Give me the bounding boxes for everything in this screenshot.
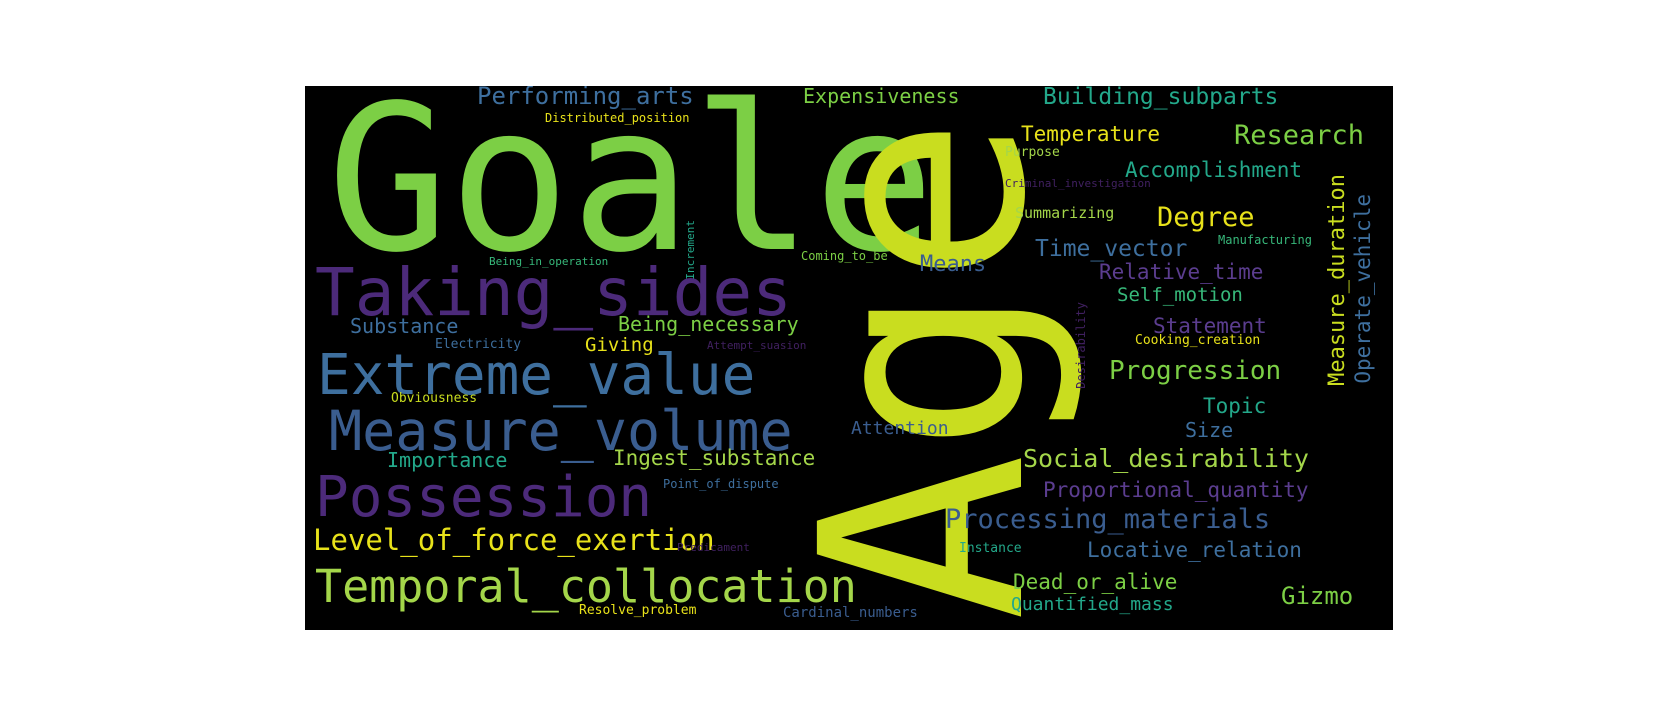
word-manufacturing: Manufacturing	[1218, 233, 1312, 247]
word-performing-arts: Performing_arts	[477, 86, 694, 110]
word-obviousness: Obviousness	[391, 391, 478, 406]
word-expensiveness: Expensiveness	[803, 86, 960, 108]
word-relative-time: Relative_time	[1099, 260, 1264, 284]
word-age: Age	[762, 116, 1088, 622]
word-degree: Degree	[1157, 202, 1255, 233]
word-social-desirability: Social_desirability	[1023, 444, 1309, 473]
word-summarizing: Summarizing	[1015, 204, 1115, 222]
word-progression: Progression	[1109, 356, 1282, 386]
word-processing-materials: Processing_materials	[945, 504, 1271, 535]
word-temperature: Temperature	[1021, 122, 1161, 146]
word-cardinal-numbers: Cardinal_numbers	[783, 605, 918, 621]
word-criminal-investigation: Criminal_investigation	[1005, 177, 1151, 190]
word-operate-vehicle: Operate_vehicle	[1351, 194, 1375, 384]
word-resolve-problem: Resolve_problem	[579, 603, 697, 618]
word-quantified-mass: Quantified_mass	[1011, 594, 1174, 615]
word-temporal-collocation: Temporal_collocation	[315, 560, 857, 613]
word-being-necessary: Being_necessary	[618, 312, 799, 336]
word-cooking-creation: Cooking_creation	[1135, 333, 1261, 348]
word-distributed-position: Distributed_position	[545, 111, 690, 125]
word-desirability: Desirability	[1074, 302, 1088, 389]
word-statement: Statement	[1153, 314, 1267, 338]
word-ingest-substance: Ingest_substance	[613, 446, 816, 470]
word-extreme-value: Extreme_value	[317, 343, 756, 408]
word-instance: Instance	[959, 541, 1022, 556]
word-giving: Giving	[585, 334, 654, 356]
word-size: Size	[1185, 418, 1234, 442]
word-purpose: Purpose	[1005, 145, 1060, 160]
word-dead-or-alive: Dead_or_alive	[1013, 570, 1178, 594]
word-attempt-suasion: Attempt_suasion	[707, 339, 807, 352]
word-increment: Increment	[684, 220, 697, 280]
word-electricity: Electricity	[435, 337, 522, 352]
word-possession: Possession	[315, 465, 653, 530]
word-research: Research	[1234, 120, 1365, 151]
word-proportional-quantity: Proportional_quantity	[1043, 478, 1309, 502]
word-attention: Attention	[851, 418, 949, 439]
word-locative-relation: Locative_relation	[1087, 538, 1302, 562]
word-importance: Importance	[387, 448, 508, 472]
word-accomplishment: Accomplishment	[1125, 158, 1303, 182]
word-level-of-force-exertion: Level_of_force_exertion	[313, 523, 715, 557]
word-building-subparts: Building_subparts	[1043, 86, 1279, 110]
word-gizmo: Gizmo	[1281, 582, 1354, 610]
word-topic: Topic	[1203, 394, 1267, 418]
word-predicament: Predicament	[677, 541, 750, 554]
word-being-in-operation: Being_in_operation	[489, 255, 609, 268]
word-measure-duration: Measure_duration	[1325, 174, 1350, 386]
word-goale: Goale	[327, 86, 936, 297]
word-time-vector: Time_vector	[1035, 236, 1188, 262]
word-taking-sides: Taking_sides	[315, 254, 792, 331]
word-coming-to-be: Coming_to_be	[801, 249, 888, 263]
word-measure-volume: Measure_volume	[329, 399, 793, 463]
word-point-of-dispute: Point_of_dispute	[663, 477, 779, 491]
word-substance: Substance	[350, 314, 459, 338]
word-means: Means	[920, 252, 987, 277]
word-self-motion: Self_motion	[1117, 284, 1243, 306]
word-cloud: Goale Age Taking_sides Extreme_value Mea…	[305, 86, 1393, 630]
